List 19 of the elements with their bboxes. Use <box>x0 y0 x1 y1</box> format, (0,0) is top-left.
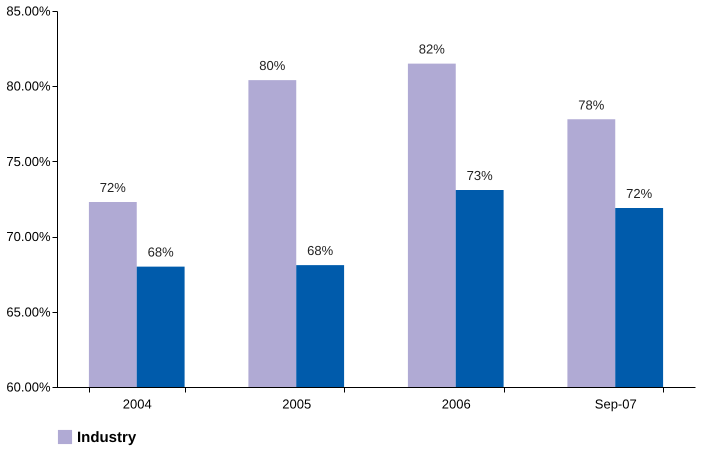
y-tick-label: 85.00% <box>6 4 51 18</box>
y-tick-label: 80.00% <box>6 78 51 94</box>
x-tick-label: 2006 <box>442 396 471 412</box>
data-label: 78% <box>578 97 605 112</box>
data-label: 68% <box>148 244 174 260</box>
y-tick-label: 70.00% <box>6 229 51 244</box>
x-tick-label: Sep-07 <box>594 396 637 412</box>
data-label: 68% <box>307 243 334 258</box>
x-tick-label: 2005 <box>282 396 312 412</box>
y-tick-label: 75.00% <box>6 154 51 169</box>
data-label: 80% <box>259 58 286 74</box>
y-tick-label: 60.00% <box>6 380 51 394</box>
x-tick-label: 2004 <box>122 396 152 412</box>
y-tick-label: 65.00% <box>6 304 51 320</box>
data-label: 72% <box>626 186 653 202</box>
data-label: 82% <box>418 42 446 57</box>
data-label: 72% <box>100 180 126 196</box>
data-label: 73% <box>466 168 494 183</box>
legend-label: Industry <box>77 429 137 446</box>
